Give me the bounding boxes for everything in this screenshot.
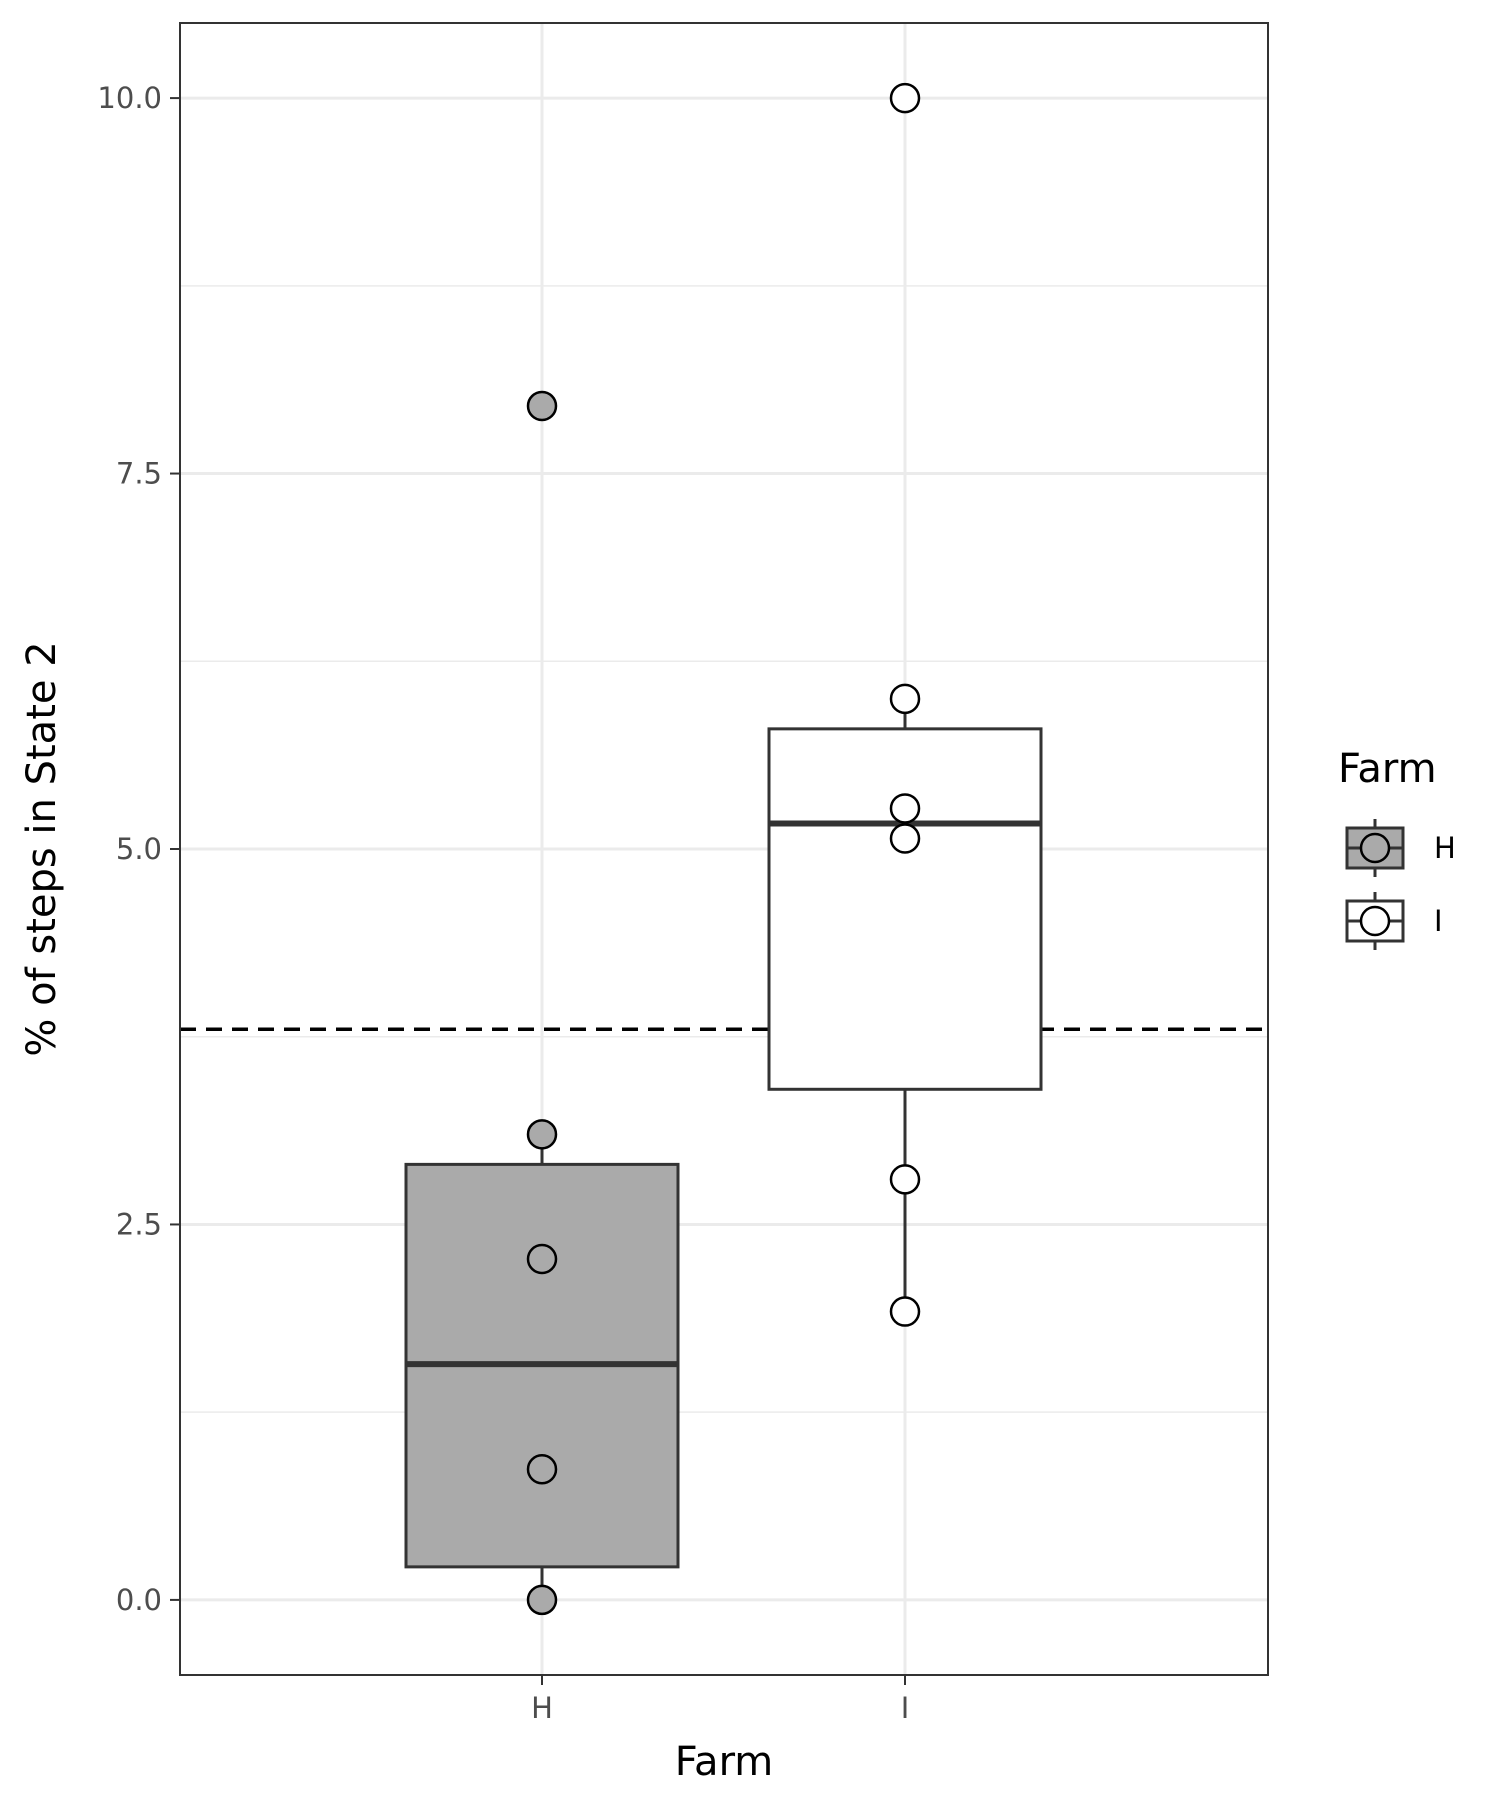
data-point-H-3 (526, 1454, 558, 1485)
data-point-I-5 (889, 1296, 921, 1327)
data-point-H-2 (526, 1243, 558, 1275)
x-tick-label-I: I (901, 1691, 910, 1725)
data-point-I-3 (889, 823, 921, 854)
boxes-layer (404, 698, 1043, 1600)
legend-key-point-H (1359, 832, 1391, 864)
data-point-H-1 (526, 1119, 558, 1150)
data-point-H-4 (526, 1584, 558, 1616)
y-tick-label-0: 0.0 (116, 1583, 162, 1617)
y-axis-title: % of steps in State 2 (19, 641, 65, 1056)
legend-key-point-I (1359, 905, 1391, 937)
y-tick-label-2: 5.0 (116, 832, 162, 866)
axes-layer: 0.0 2.5 5.0 7.5 10.0 H I (97, 81, 909, 1725)
data-point-I-2 (889, 793, 921, 824)
x-tick-label-H: H (531, 1691, 553, 1725)
data-point-I-4 (889, 1164, 921, 1195)
points-layer (526, 82, 921, 1616)
legend-title: Farm (1338, 746, 1437, 792)
data-point-I-1 (889, 683, 921, 715)
data-point-I-0 (889, 82, 921, 114)
legend-label-H: H (1434, 831, 1456, 865)
legend: Farm H I (1338, 746, 1456, 950)
y-tick-label-3: 7.5 (116, 457, 162, 491)
box-I (767, 727, 1043, 1091)
y-tick-label-4: 10.0 (97, 81, 162, 115)
x-axis-title: Farm (675, 1739, 774, 1785)
data-point-H-0 (526, 390, 558, 422)
y-tick-label-1: 2.5 (116, 1207, 162, 1241)
legend-label-I: I (1434, 904, 1443, 938)
